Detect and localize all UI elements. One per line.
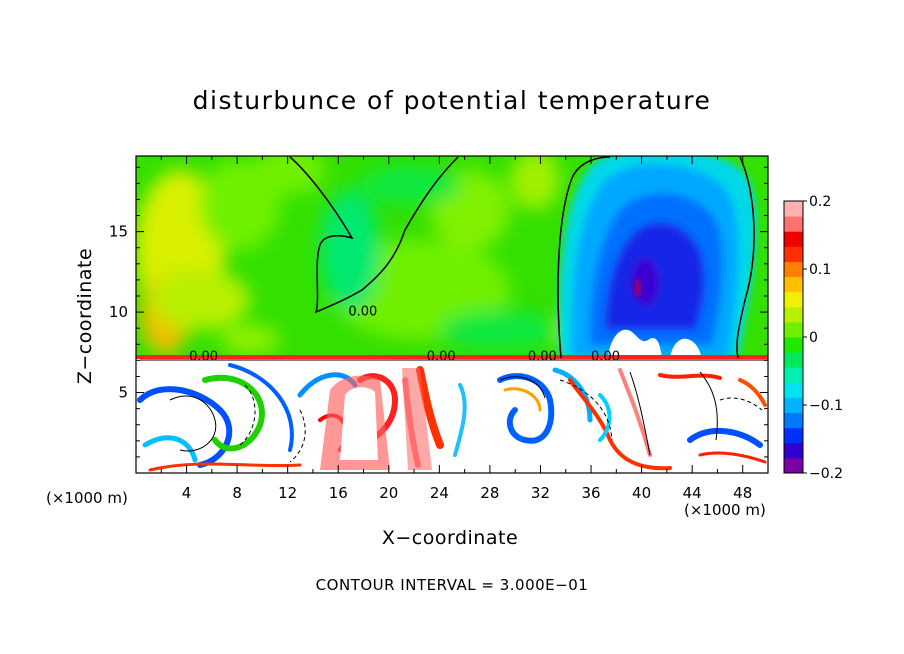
x-tick-label: 28	[480, 484, 499, 502]
x-tick-label: 4	[182, 484, 192, 502]
lower-swirl	[738, 378, 767, 407]
cold-plume	[558, 156, 757, 358]
colorbar-swatch	[784, 246, 803, 262]
contour-line	[736, 156, 755, 359]
x-axis-label: X−coordinate	[381, 527, 519, 549]
contour-label: 0.00	[591, 349, 620, 364]
y-tick-label: 15	[109, 223, 128, 241]
lower-layer	[136, 355, 768, 473]
lower-swirl	[416, 366, 444, 449]
contour-line	[559, 379, 613, 441]
lower-swirl	[137, 386, 233, 468]
colorbar-tick-label: 0.2	[809, 194, 831, 210]
contour-label: 0.00	[528, 349, 557, 364]
lower-swirl	[497, 373, 555, 444]
colorbar-swatch	[784, 216, 803, 232]
field-patch	[320, 190, 380, 310]
field-patch	[220, 325, 280, 355]
x-unit-label-right: (×1000 m)	[684, 501, 766, 519]
colorbar-swatch	[784, 427, 803, 444]
contour-line	[289, 156, 459, 314]
x-tick-label: 32	[531, 484, 550, 502]
contour-line	[557, 156, 611, 359]
colorbar-tick-label: −0.2	[809, 466, 843, 482]
lower-swirl	[148, 462, 302, 472]
contour-line	[499, 376, 546, 399]
lower-swirl	[698, 451, 767, 464]
colorbar-swatch	[784, 442, 803, 459]
colorbar-swatch	[784, 261, 803, 278]
colorbar-swatch	[784, 231, 803, 247]
cold-plume-layers	[558, 156, 757, 358]
plume-base-white	[608, 329, 662, 358]
contour-lines: 0.00 0.00 0.00 0.00 0.00	[140, 156, 768, 463]
x-tick-label: 12	[278, 484, 297, 502]
x-tick-label: 24	[430, 484, 449, 502]
plume-base-white	[670, 338, 702, 358]
field-patch	[360, 165, 460, 205]
x-unit-label-left: (×1000 m)	[46, 489, 128, 507]
lower-swirl	[687, 427, 763, 448]
warm-patch	[402, 368, 432, 470]
x-tick-label: 48	[733, 484, 752, 502]
contour-label: 0.00	[348, 304, 377, 319]
chart-title: disturbunce of potential temperature	[192, 86, 712, 115]
field-patch	[440, 310, 560, 350]
colorbar-swatch	[784, 306, 803, 323]
x-tick-label: 20	[379, 484, 398, 502]
contour-label: 0.00	[427, 349, 456, 364]
lower-swirl	[568, 378, 672, 471]
colorbar: 0.2 0.1 0 −0.1 −0.2	[783, 194, 843, 482]
lower-swirl	[618, 368, 652, 457]
plot-frame	[135, 155, 769, 474]
contour-line	[289, 409, 306, 463]
colorbar-swatch	[784, 412, 803, 429]
colorbar-swatch	[784, 397, 803, 414]
lower-swirl	[552, 367, 593, 423]
lower-swirl	[503, 387, 542, 412]
lower-swirl	[453, 383, 467, 457]
x-tick-label: 40	[632, 484, 651, 502]
warm-patch-core	[340, 387, 378, 460]
y-tick-label: 5	[118, 384, 128, 402]
colorbar-swatch	[784, 291, 803, 308]
colorbar-swatch	[784, 321, 803, 338]
contour-interval-note: CONTOUR INTERVAL = 3.000E−01	[315, 576, 589, 594]
colorbar-tick-label: −0.1	[809, 398, 843, 414]
field-patch	[150, 270, 250, 330]
field-patch	[510, 156, 560, 210]
field-patch	[255, 156, 325, 195]
colorbar-swatch	[784, 382, 803, 398]
colorbar-swatch	[784, 276, 803, 293]
interface-band	[136, 355, 768, 359]
upper-layer-blobs	[136, 156, 620, 355]
colorbar-swatch	[784, 457, 803, 474]
x-tick-label: 16	[329, 484, 348, 502]
y-axis-label: Z−coordinate	[74, 247, 96, 385]
lower-swirl	[142, 435, 198, 463]
colorbar-swatch	[784, 337, 803, 353]
contour-line	[719, 397, 763, 411]
plume-peak	[634, 279, 642, 297]
lower-swirl	[658, 373, 722, 380]
colorbar-swatch	[784, 367, 803, 383]
contour-line	[629, 371, 651, 456]
colorbar-tick-label: 0	[809, 330, 818, 346]
lower-swirl	[598, 393, 612, 442]
lower-swirl	[202, 374, 265, 452]
x-tick-label: 8	[232, 484, 242, 502]
y-tick-label: 10	[109, 303, 128, 321]
colorbar-swatch	[784, 201, 803, 217]
colorbar-tick-label: 0.1	[809, 262, 831, 278]
x-tick-label: 44	[683, 484, 702, 502]
temperature-field	[136, 156, 768, 473]
contour-label: 0.00	[189, 349, 218, 364]
x-tick-label: 36	[581, 484, 600, 502]
contour-line	[169, 395, 217, 452]
lower-swirl	[228, 363, 294, 452]
contour-line	[699, 371, 718, 441]
colorbar-swatch	[784, 352, 803, 368]
